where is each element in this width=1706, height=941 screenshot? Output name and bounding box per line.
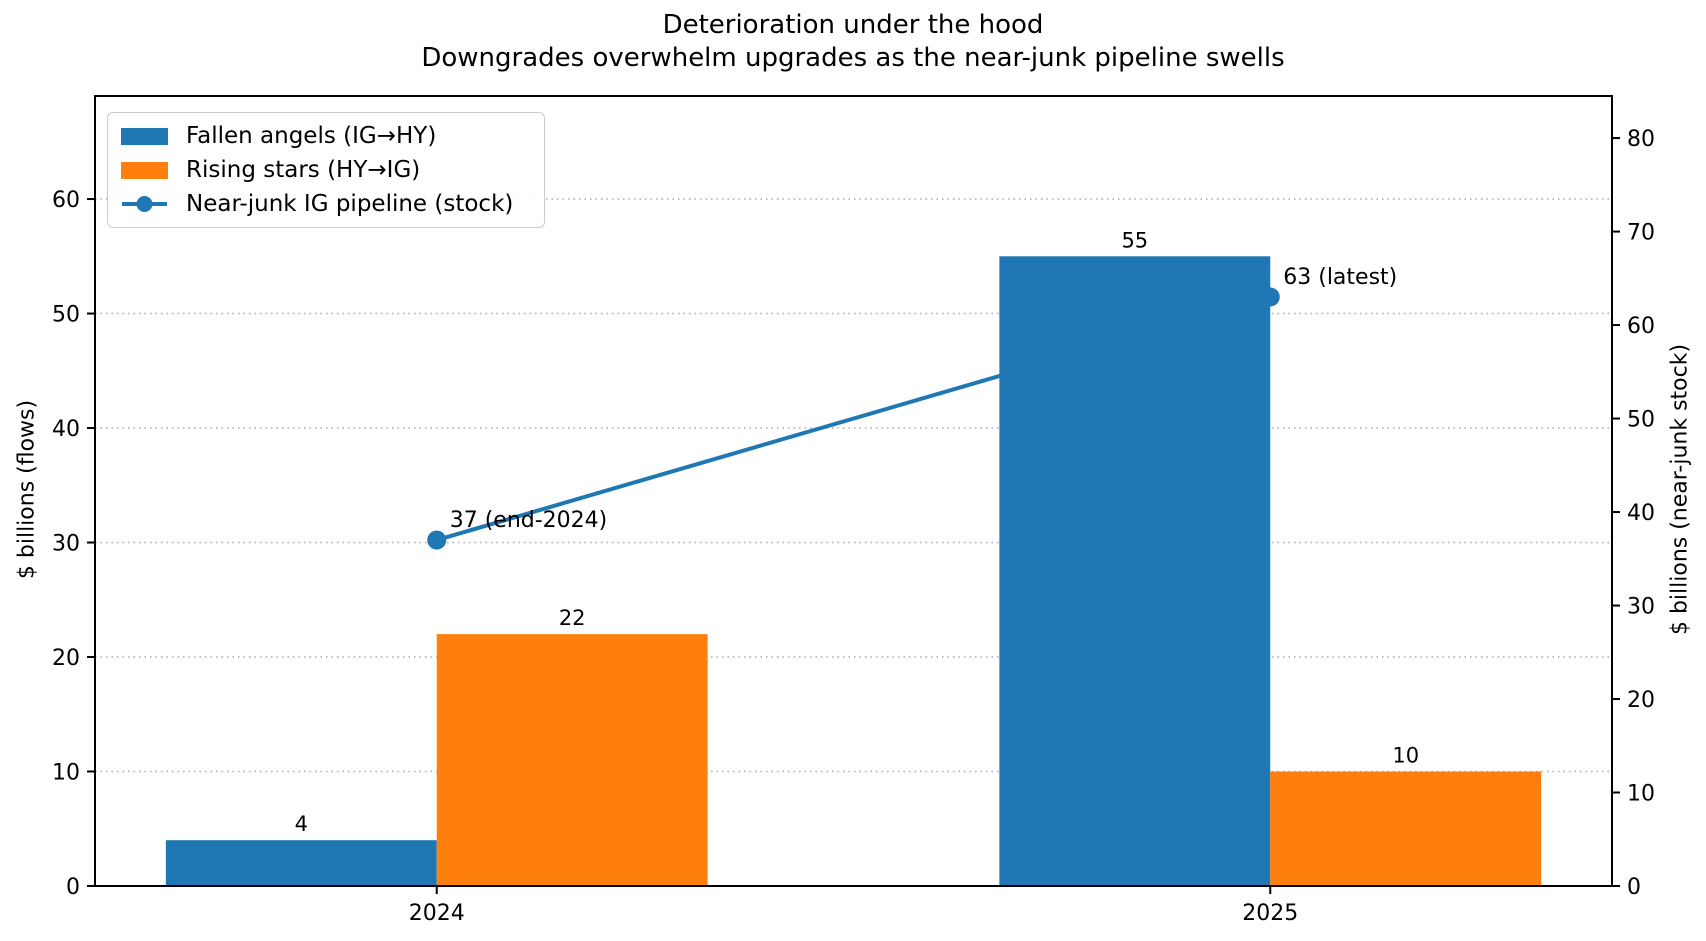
- left-tick-label: 60: [52, 188, 80, 213]
- legend-item-near-junk-pipeline: Near-junk IG pipeline (stock): [121, 187, 534, 221]
- left-tick-label: 20: [52, 646, 80, 671]
- left-tick-label: 10: [52, 761, 80, 786]
- legend-item-rising-stars: Rising stars (HY→IG): [121, 153, 534, 187]
- left-tick-label: 0: [66, 875, 80, 900]
- pipeline-line: [436, 295, 1271, 543]
- bar-fallen-angels-2025: [999, 256, 1271, 886]
- chart-title-block: Deterioration under the hood Downgrades …: [0, 9, 1706, 75]
- x-tick-label: 2024: [409, 901, 465, 926]
- x-tick-label: 2025: [1242, 901, 1298, 926]
- bar-value-label: 22: [559, 606, 586, 630]
- axes-frame: [94, 95, 1613, 887]
- chart-subtitle: Downgrades overwhelm upgrades as the nea…: [421, 43, 1285, 73]
- line-marker: [1260, 287, 1280, 307]
- bar-value-label: 4: [295, 812, 308, 836]
- left-axis-title: $ billions (flows): [14, 399, 40, 580]
- left-tick-label: 50: [52, 303, 80, 328]
- legend-item-label: Rising stars (HY→IG): [186, 157, 421, 183]
- legend: Fallen angels (IG→HY) Rising stars (HY→I…: [107, 112, 545, 228]
- legend-item-fallen-angels: Fallen angels (IG→HY): [121, 119, 534, 153]
- blue-bar-swatch-icon: [121, 127, 168, 145]
- legend-item-label: Near-junk IG pipeline (stock): [186, 191, 514, 217]
- right-tick-label: 80: [1627, 127, 1655, 152]
- right-axis-title: $ billions (near-junk stock): [1667, 343, 1693, 636]
- chart-title: Deterioration under the hood: [662, 10, 1044, 40]
- right-tick-label: 20: [1627, 688, 1655, 713]
- bar-rising-stars-2025: [1270, 771, 1542, 886]
- right-tick-label: 10: [1627, 782, 1655, 807]
- orange-bar-swatch-icon: [121, 161, 168, 179]
- right-tick-label: 50: [1627, 408, 1655, 433]
- bar-fallen-angels-2024: [165, 840, 437, 886]
- right-tick-label: 0: [1627, 875, 1641, 900]
- bar-rising-stars-2024: [436, 634, 708, 886]
- right-tick-label: 70: [1627, 221, 1655, 246]
- line-point-annotation: 37 (end-2024): [450, 508, 608, 533]
- line-marker-swatch-icon: [122, 196, 167, 212]
- right-tick-label: 60: [1627, 314, 1655, 339]
- bar-value-label: 10: [1392, 744, 1419, 768]
- right-tick-label: 30: [1627, 595, 1655, 620]
- bar-value-label: 55: [1121, 228, 1148, 252]
- right-tick-label: 40: [1627, 501, 1655, 526]
- left-tick-label: 40: [52, 417, 80, 442]
- line-marker: [427, 530, 447, 550]
- legend-item-label: Fallen angels (IG→HY): [186, 123, 437, 149]
- left-tick-label: 30: [52, 532, 80, 557]
- line-point-annotation: 63 (latest): [1283, 265, 1397, 290]
